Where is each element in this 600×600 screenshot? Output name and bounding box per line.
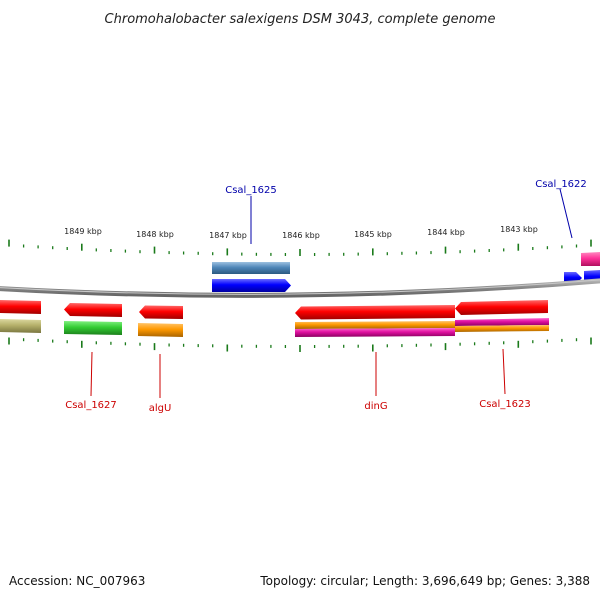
cog-feature-din-g-a[interactable]: [295, 321, 455, 329]
tick-label: 1848 kbp: [136, 230, 174, 239]
gene-alg-u[interactable]: [139, 305, 183, 320]
accession-text: Accession: NC_007963: [9, 574, 146, 588]
tick-label: 1845 kbp: [354, 230, 392, 239]
tick-labels: 1849 kbp 1848 kbp 1847 kbp 1846 kbp 1845…: [64, 225, 538, 240]
map-title: Chromohalobacter salexigens DSM 3043, co…: [105, 12, 496, 27]
cog-feature-csal-1623-b[interactable]: [455, 325, 549, 332]
backbone-highlight: [0, 279, 600, 295]
callout-line-csal-1622: [559, 188, 573, 239]
gene-labels: Csal_1625 Csal_1622 Csal_1627 algU dinG …: [65, 179, 587, 414]
gene-csal-1623[interactable]: [455, 300, 548, 315]
cog-feature-csal-1622[interactable]: [581, 252, 600, 266]
tick-label: 1846 kbp: [282, 231, 320, 240]
cog-feature-csal-1625[interactable]: [212, 262, 290, 274]
genome-summary-text: Topology: circular; Length: 3,696,649 bp…: [260, 574, 590, 588]
gene-label-csal-1625[interactable]: Csal_1625: [225, 185, 277, 196]
genome-backbone: [0, 278, 600, 298]
tick-label: 1844 kbp: [427, 228, 465, 237]
reverse-strand-features: [0, 300, 549, 337]
gene-label-alg-u[interactable]: algU: [149, 403, 172, 414]
callout-line-csal-1627: [90, 351, 93, 397]
tick-label: 1849 kbp: [64, 227, 102, 236]
forward-strand-features: [212, 252, 600, 292]
cog-feature-din-g-b[interactable]: [295, 328, 455, 337]
gene-label-din-g[interactable]: dinG: [364, 401, 387, 412]
inner-tick-ring: [8, 337, 592, 352]
tick-label: 1843 kbp: [500, 225, 538, 234]
cog-feature-prev[interactable]: [0, 319, 41, 333]
cog-feature-csal-1627[interactable]: [64, 321, 122, 335]
outer-tick-ring: [8, 239, 592, 256]
gene-label-csal-1623[interactable]: Csal_1623: [479, 399, 531, 410]
gene-csal-1625[interactable]: [212, 279, 291, 292]
tick-label: 1847 kbp: [209, 231, 247, 240]
cog-feature-csal-1623-a[interactable]: [455, 318, 549, 326]
cog-feature-alg-u[interactable]: [138, 323, 183, 337]
callout-line-csal-1623: [502, 348, 506, 395]
gene-label-csal-1622[interactable]: Csal_1622: [535, 179, 587, 190]
callout-lines: [90, 188, 573, 398]
gene-csal-1627[interactable]: [64, 303, 122, 317]
gene-prev-reverse[interactable]: [0, 300, 41, 314]
gene-label-csal-1627[interactable]: Csal_1627: [65, 400, 117, 411]
gene-din-g[interactable]: [295, 305, 455, 320]
